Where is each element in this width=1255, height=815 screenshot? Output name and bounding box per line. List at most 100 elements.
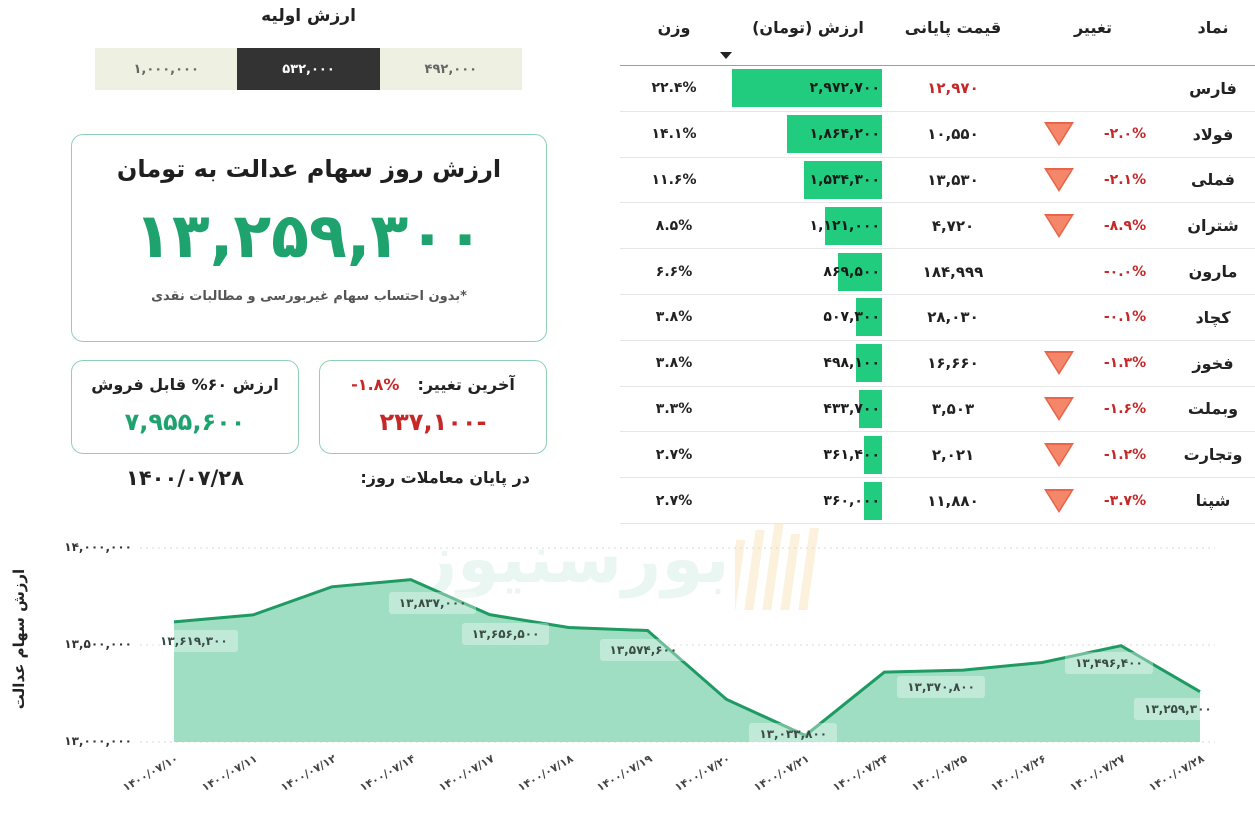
down-arrow-icon xyxy=(1044,351,1074,376)
table-row[interactable]: کچاد -۰.۱% ۲۸,۰۳۰ ۵۰۷,۳۰۰ ۳.۸% xyxy=(620,295,1255,341)
area-fill xyxy=(174,579,1200,742)
holdings-table: نماد تغییر قیمت پایانی ارزش (تومان) وزن … xyxy=(620,0,1255,524)
row-final-price: ۲,۰۲۱ xyxy=(931,445,975,464)
row-weight: ۱۱.۶% xyxy=(651,171,697,188)
row-value: ۳۶۱,۴۰۰ xyxy=(728,435,888,474)
row-weight: ۳.۸% xyxy=(655,309,693,326)
sort-desc-icon[interactable] xyxy=(720,52,732,59)
row-symbol[interactable]: فخوز xyxy=(1192,353,1234,373)
row-value: ۸۶۹,۵۰۰ xyxy=(728,252,888,291)
end-of-day-label: در پایان معاملات روز: xyxy=(360,468,530,487)
current-value-amount: ۱۳,۲۵۹,۳۰۰ xyxy=(134,199,484,272)
row-value: ۴۳۳,۷۰۰ xyxy=(728,389,888,428)
initial-value-option-492000[interactable]: ۴۹۲,۰۰۰ xyxy=(379,48,522,90)
last-change-label: آخرین تغییر: xyxy=(417,375,515,394)
row-value: ۱,۸۶۴,۲۰۰ xyxy=(728,115,888,154)
row-change: -۱.۲% xyxy=(1018,442,1168,467)
row-value: ۳۶۰,۰۰۰ xyxy=(728,481,888,520)
initial-value-option-1000000[interactable]: ۱,۰۰۰,۰۰۰ xyxy=(95,48,238,90)
row-value: ۴۹۸,۱۰۰ xyxy=(728,344,888,383)
row-symbol[interactable]: کچاد xyxy=(1195,307,1231,327)
row-change-percent: -۱.۶% xyxy=(1103,400,1147,417)
value-bar xyxy=(864,435,882,474)
sellable-value-amount: ۷,۹۵۵,۶۰۰ xyxy=(124,408,246,436)
last-change-card: آخرین تغییر: -۱.۸% -۲۳۷,۱۰۰ xyxy=(319,360,547,454)
row-weight: ۳.۸% xyxy=(655,355,693,372)
row-symbol[interactable]: مارون xyxy=(1188,262,1238,282)
row-value: ۱,۱۲۱,۰۰۰ xyxy=(728,206,888,245)
table-row[interactable]: فولاد -۲.۰% ۱۰,۵۵۰ ۱,۸۶۴,۲۰۰ ۱۴.۱% xyxy=(620,112,1255,158)
sellable-value-label: ارزش ۶۰% قابل فروش xyxy=(91,375,279,394)
table-row[interactable]: فخوز -۱.۳% ۱۶,۶۶۰ ۴۹۸,۱۰۰ ۳.۸% xyxy=(620,341,1255,387)
value-bar xyxy=(838,252,882,291)
current-value-card: ارزش روز سهام عدالت به تومان ۱۳,۲۵۹,۳۰۰ … xyxy=(71,134,547,342)
row-final-price: ۱۰,۵۵۰ xyxy=(927,125,979,144)
row-final-price: ۱۶,۶۶۰ xyxy=(927,354,979,373)
down-arrow-icon xyxy=(1044,167,1074,192)
row-symbol[interactable]: فارس xyxy=(1189,78,1237,98)
row-symbol[interactable]: وبملت xyxy=(1187,399,1239,419)
value-bar xyxy=(732,69,882,108)
value-line xyxy=(173,578,1201,738)
watermark-logo: بورسنیوز xyxy=(418,520,730,599)
row-value-text: ۲,۹۷۲,۷۰۰ xyxy=(809,80,880,97)
table-row[interactable]: شپنا -۳.۷% ۱۱,۸۸۰ ۳۶۰,۰۰۰ ۲.۷% xyxy=(620,478,1255,524)
row-symbol[interactable]: فولاد xyxy=(1192,124,1234,144)
row-value-text: ۱,۱۲۱,۰۰۰ xyxy=(809,217,880,234)
y-tick-label: ۱۳,۵۰۰,۰۰۰ xyxy=(64,637,132,651)
row-value: ۵۰۷,۳۰۰ xyxy=(728,298,888,337)
row-change-percent: -۸.۹% xyxy=(1103,217,1147,234)
table-row[interactable]: فملی -۲.۱% ۱۳,۵۳۰ ۱,۵۳۴,۳۰۰ ۱۱.۶% xyxy=(620,158,1255,204)
row-final-price: ۱۱,۸۸۰ xyxy=(927,491,979,510)
row-change-percent: -۳.۷% xyxy=(1103,492,1147,509)
data-point-label: ۱۳,۶۱۹,۳۰۰ xyxy=(150,629,238,652)
header-value[interactable]: ارزش (تومان) xyxy=(752,18,864,37)
row-value-text: ۱,۸۶۴,۲۰۰ xyxy=(809,126,880,143)
data-point-label: ۱۳,۰۳۳,۸۰۰ xyxy=(749,723,838,746)
table-row[interactable]: وتجارت -۱.۲% ۲,۰۲۱ ۳۶۱,۴۰۰ ۲.۷% xyxy=(620,432,1255,479)
row-change-percent: -۲.۱% xyxy=(1103,171,1147,188)
last-change-amount: -۲۳۷,۱۰۰ xyxy=(379,408,487,436)
value-bar xyxy=(804,160,882,199)
header-symbol[interactable]: نماد xyxy=(1197,18,1229,37)
row-final-price: ۲۸,۰۳۰ xyxy=(927,308,979,327)
table-row[interactable]: وبملت -۱.۶% ۳,۵۰۳ ۴۳۳,۷۰۰ ۳.۳% xyxy=(620,387,1255,433)
down-arrow-icon xyxy=(1044,122,1074,147)
data-point-label: ۱۳,۵۷۴,۶۰۰ xyxy=(599,638,688,661)
table-header: نماد تغییر قیمت پایانی ارزش (تومان) وزن xyxy=(620,0,1255,66)
row-symbol[interactable]: شتران xyxy=(1187,216,1239,236)
row-value-text: ۱,۵۳۴,۳۰۰ xyxy=(809,171,880,188)
row-change: -۰.۱% xyxy=(1018,309,1168,325)
row-change-percent: -۰.۱% xyxy=(1103,309,1147,326)
row-value-text: ۳۶۰,۰۰۰ xyxy=(823,492,880,509)
value-bar xyxy=(856,298,882,337)
row-weight: ۲۲.۴% xyxy=(651,80,697,97)
current-value-footnote: *بدون احتساب سهام غیربورسی و مطالبات نقد… xyxy=(151,289,467,304)
table-row[interactable]: فارس ۱۲,۹۷۰ ۲,۹۷۲,۷۰۰ ۲۲.۴% xyxy=(620,66,1255,112)
row-change: -۱.۶% xyxy=(1018,396,1168,421)
row-symbol[interactable]: وتجارت xyxy=(1183,445,1243,465)
header-final-price[interactable]: قیمت پایانی xyxy=(904,18,1002,37)
header-weight[interactable]: وزن xyxy=(657,18,691,37)
row-weight: ۲.۷% xyxy=(655,446,693,463)
row-symbol[interactable]: فملی xyxy=(1191,170,1235,190)
end-of-day-date: ۱۴۰۰/۰۷/۲۸ xyxy=(126,466,244,490)
value-bar xyxy=(859,389,882,428)
table-row[interactable]: شتران -۸.۹% ۴,۷۲۰ ۱,۱۲۱,۰۰۰ ۸.۵% xyxy=(620,203,1255,250)
row-final-price: ۱۳,۵۳۰ xyxy=(927,170,979,189)
value-bar xyxy=(864,481,882,520)
value-bar xyxy=(856,344,882,383)
row-value: ۲,۹۷۲,۷۰۰ xyxy=(728,69,888,108)
down-arrow-icon xyxy=(1044,396,1074,421)
row-value-text: ۵۰۷,۳۰۰ xyxy=(823,309,880,326)
y-tick-label: ۱۴,۰۰۰,۰۰۰ xyxy=(64,540,132,554)
row-symbol[interactable]: شپنا xyxy=(1195,491,1231,511)
header-change[interactable]: تغییر xyxy=(1073,18,1113,37)
row-value: ۱,۵۳۴,۳۰۰ xyxy=(728,160,888,199)
row-final-price: ۴,۷۲۰ xyxy=(931,216,975,235)
initial-value-option-532000[interactable]: ۵۳۲,۰۰۰ xyxy=(237,48,380,90)
row-value-text: ۴۳۳,۷۰۰ xyxy=(823,400,880,417)
table-row[interactable]: مارون -۰.۰% ۱۸۴,۹۹۹ ۸۶۹,۵۰۰ ۶.۶% xyxy=(620,249,1255,295)
row-change-percent: -۱.۳% xyxy=(1103,355,1147,372)
data-point-label: ۱۳,۳۷۰,۸۰۰ xyxy=(897,676,985,699)
